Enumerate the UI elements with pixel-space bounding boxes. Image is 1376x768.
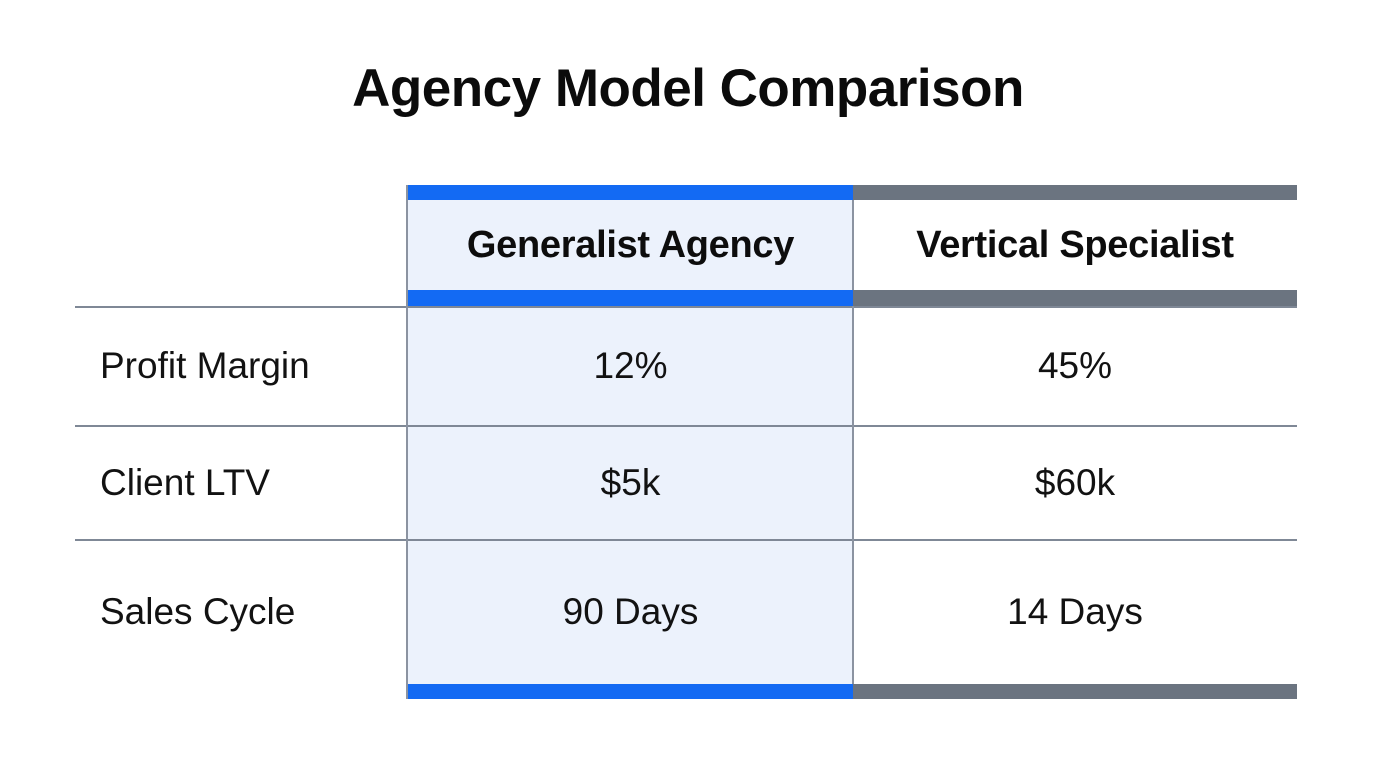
row-divider-line-3 [75, 539, 1297, 541]
column-border-left [406, 185, 408, 699]
cell-profit-margin-generalist: 12% [593, 345, 668, 386]
generalist-column-header-highlight [408, 200, 853, 290]
row-label-profit-margin: Profit Margin [100, 345, 310, 386]
cell-sales-cycle-specialist: 14 Days [1007, 591, 1143, 632]
row-divider-line-2 [75, 425, 1297, 427]
cell-client-ltv-generalist: $5k [600, 462, 661, 503]
cell-sales-cycle-generalist: 90 Days [562, 591, 699, 632]
generalist-bottom-accent-bar [408, 684, 853, 699]
row-label-client-ltv: Client LTV [100, 462, 270, 503]
specialist-header-accent-bar [853, 290, 1297, 306]
specialist-bottom-accent-bar [853, 684, 1297, 699]
generalist-header-accent-bar [408, 290, 853, 306]
cell-profit-margin-specialist: 45% [1037, 345, 1113, 386]
generalist-top-accent-bar [408, 185, 853, 200]
specialist-top-accent-bar [853, 185, 1297, 200]
column-divider [852, 185, 854, 699]
generalist-column-body-highlight [408, 306, 853, 684]
row-divider-line-1 [75, 306, 1297, 308]
column-header-generalist: Generalist Agency [466, 223, 795, 266]
cell-client-ltv-specialist: $60k [1034, 462, 1116, 503]
row-label-sales-cycle: Sales Cycle [100, 591, 296, 632]
page-title: Agency Model Comparison [352, 59, 1024, 118]
column-header-specialist: Vertical Specialist [916, 223, 1234, 266]
